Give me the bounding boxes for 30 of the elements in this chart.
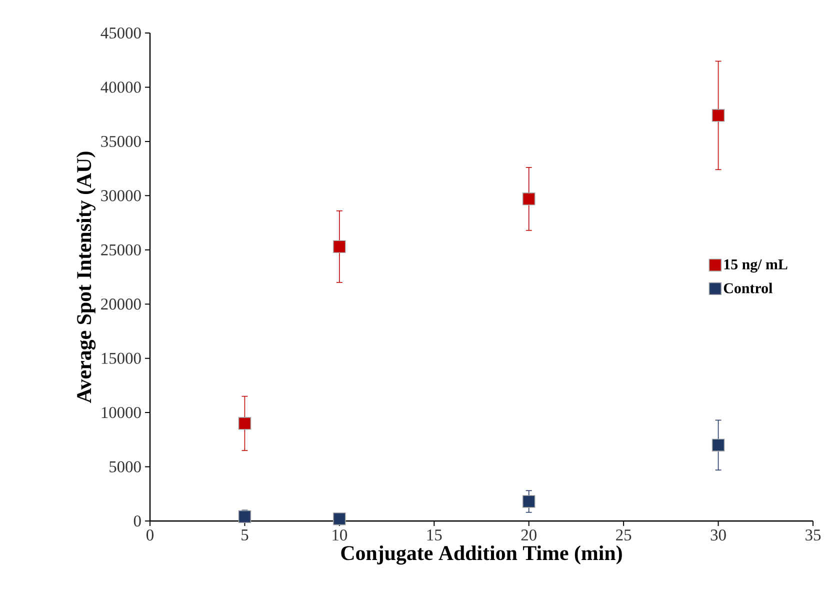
legend-label: 15 ng/ mL <box>724 259 788 273</box>
y-tick-label: 20000 <box>101 298 141 310</box>
y-tick-label: 10000 <box>102 407 141 418</box>
y-tick-label: 25000 <box>101 244 141 256</box>
y-tick-label: 30000 <box>101 190 141 202</box>
x-tick-label: 15 <box>427 530 442 541</box>
point <box>522 495 536 508</box>
point <box>712 438 725 452</box>
y-tick-label: 15000 <box>102 352 141 364</box>
y-tick-label: 35000 <box>101 136 141 147</box>
point <box>238 510 252 524</box>
point <box>522 192 536 206</box>
point <box>333 240 346 254</box>
x-tick-label: 35 <box>806 529 821 541</box>
point <box>333 512 346 526</box>
y-tick-label: 0 <box>134 515 141 527</box>
y-tick-label: 5000 <box>110 461 141 472</box>
x-tick-label: 10 <box>332 529 348 541</box>
legend-label: Control <box>724 282 772 294</box>
x-tick-label: 25 <box>616 529 632 541</box>
x-tick-label: 20 <box>521 529 536 541</box>
x-axis-title: Conjugate Addition Time (min) <box>341 545 622 565</box>
x-tick-label: 5 <box>242 530 248 540</box>
y-tick-label: 45000 <box>100 27 141 39</box>
x-tick-label: 30 <box>710 529 726 541</box>
y-tick-label: 40000 <box>100 82 141 93</box>
y-axis-title: Average Spot Intensity (AU) <box>76 152 96 403</box>
point <box>712 109 725 122</box>
x-tick-label: 0 <box>146 529 154 541</box>
point <box>238 417 252 430</box>
